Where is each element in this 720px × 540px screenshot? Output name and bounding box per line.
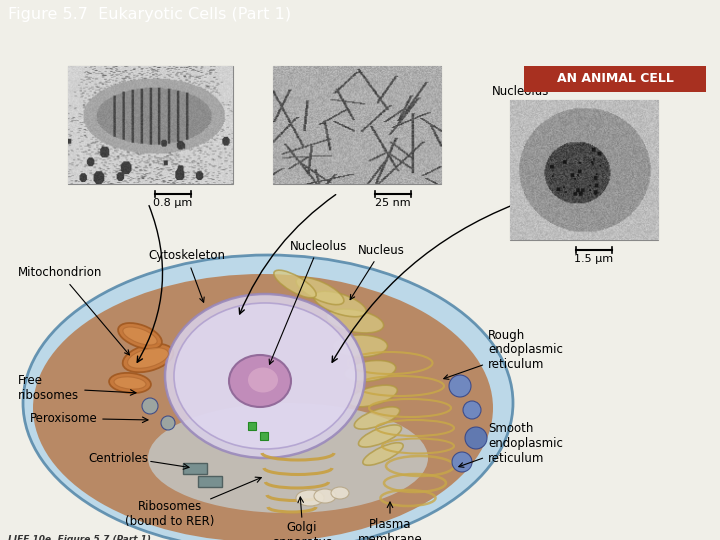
Bar [273,66,441,184]
Ellipse shape [123,327,157,345]
Text: Mitochondrion: Mitochondrion [18,267,130,355]
Text: 25 nm: 25 nm [375,198,411,208]
Text: Ribosomes
(bound to RER): Ribosomes (bound to RER) [125,500,215,528]
Bar [260,432,268,440]
Ellipse shape [122,344,174,372]
Ellipse shape [348,385,397,407]
Ellipse shape [296,490,324,506]
Ellipse shape [148,403,428,513]
Text: Peroxisome: Peroxisome [30,411,98,424]
Ellipse shape [109,373,151,393]
Bar [248,422,256,430]
Ellipse shape [314,291,366,317]
Bar [68,66,233,184]
Text: LIFE 10e, Figure 5.7 (Part 1): LIFE 10e, Figure 5.7 (Part 1) [8,535,151,540]
Ellipse shape [174,303,356,449]
Circle shape [452,452,472,472]
Bar [510,100,658,240]
Ellipse shape [296,278,344,305]
Text: Nucleolus: Nucleolus [492,85,549,98]
Text: Free
ribosomes: Free ribosomes [18,374,79,402]
Text: Rough
endoplasmic
reticulum: Rough endoplasmic reticulum [444,328,563,379]
FancyBboxPatch shape [198,476,222,487]
Circle shape [449,375,471,397]
Ellipse shape [314,489,336,503]
Text: 1.5 μm: 1.5 μm [575,254,613,264]
Circle shape [465,427,487,449]
Ellipse shape [326,309,384,333]
Ellipse shape [165,294,365,458]
Ellipse shape [331,487,349,499]
Text: Cytoskeleton: Cytoskeleton [148,249,225,302]
Ellipse shape [127,348,168,368]
Text: Smooth
endoplasmic
reticulum: Smooth endoplasmic reticulum [459,422,563,467]
Ellipse shape [333,335,387,357]
FancyBboxPatch shape [183,462,207,474]
Ellipse shape [363,443,403,465]
Text: 0.8 μm: 0.8 μm [153,198,193,208]
Ellipse shape [344,361,396,382]
Ellipse shape [23,255,513,540]
Ellipse shape [354,407,400,429]
Ellipse shape [114,377,146,389]
Ellipse shape [248,368,278,393]
Text: Nucleus: Nucleus [350,244,405,300]
Text: Nucleolus: Nucleolus [269,240,347,364]
Text: Plasma
membrane: Plasma membrane [358,518,423,540]
Ellipse shape [229,355,291,407]
Text: Golgi
apparatus: Golgi apparatus [272,521,332,540]
Circle shape [142,398,158,414]
Text: AN ANIMAL CELL: AN ANIMAL CELL [557,72,673,85]
Ellipse shape [274,270,316,298]
Ellipse shape [118,323,162,349]
Circle shape [161,416,175,430]
Circle shape [463,401,481,419]
Ellipse shape [359,425,402,447]
FancyBboxPatch shape [524,66,706,92]
Ellipse shape [33,274,493,540]
Text: Centrioles: Centrioles [88,451,148,464]
Text: Figure 5.7  Eukaryotic Cells (Part 1): Figure 5.7 Eukaryotic Cells (Part 1) [8,6,291,22]
